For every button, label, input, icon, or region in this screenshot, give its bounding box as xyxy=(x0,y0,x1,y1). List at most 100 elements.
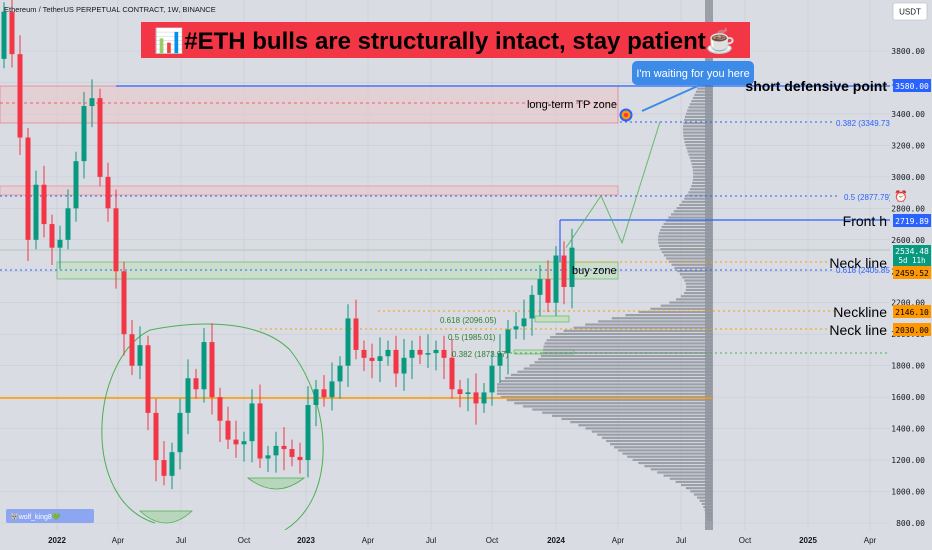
candle-body xyxy=(513,326,519,330)
volume-bar xyxy=(687,109,712,112)
volume-bar xyxy=(690,490,712,493)
volume-bar xyxy=(578,424,712,427)
volume-bar xyxy=(691,162,712,166)
candle-body xyxy=(313,389,319,405)
volume-bar xyxy=(611,317,712,320)
fib-0618-top-label: 0.618 (2405.85) xyxy=(836,266,893,275)
candle-body xyxy=(89,98,95,107)
volume-bar xyxy=(683,125,712,128)
volume-bar xyxy=(676,207,712,210)
volume-bar xyxy=(693,172,712,175)
neck-line-2-label: Neck line xyxy=(829,322,887,338)
short-point-label: short defensive point xyxy=(745,78,887,94)
symbol-title: Ethereum / TetherUS PERPETUAL CONTRACT, … xyxy=(4,5,216,14)
candle-body xyxy=(545,279,551,303)
volume-bar xyxy=(563,329,712,332)
volume-bar xyxy=(622,452,712,455)
candle-body xyxy=(97,98,103,177)
candle-body xyxy=(521,318,527,327)
resistance-zone-rect xyxy=(0,185,619,196)
volume-bar xyxy=(669,301,712,304)
candle-body xyxy=(337,365,343,382)
volume-bar xyxy=(663,254,712,257)
volume-bar xyxy=(685,288,712,292)
volume-bar xyxy=(658,241,712,244)
volume-bar xyxy=(551,414,712,417)
candle-body xyxy=(473,392,479,404)
neckline-label: Neckline xyxy=(833,304,887,320)
volume-bar xyxy=(683,134,712,137)
volume-bar xyxy=(671,263,712,266)
volume-bar xyxy=(685,144,712,147)
candle-body xyxy=(561,255,567,287)
time-axis[interactable] xyxy=(0,530,890,550)
x-tick-label: Jul xyxy=(676,536,686,545)
bell-icon[interactable]: ⏰ xyxy=(894,189,908,203)
candle-body xyxy=(441,349,447,358)
volume-bar xyxy=(543,348,712,351)
candle-body xyxy=(65,208,71,240)
candle-body xyxy=(489,365,495,393)
x-tick-label: Jul xyxy=(426,536,436,545)
volume-bar xyxy=(542,411,712,414)
tag-2146-text: 2146.10 xyxy=(895,308,929,317)
y-tick-label: 2600.00 xyxy=(891,236,925,245)
volume-bar xyxy=(598,320,712,323)
candle-body xyxy=(289,449,295,457)
buy-zone-label: buy zone xyxy=(572,265,617,277)
volume-bar xyxy=(601,436,712,439)
candle-body xyxy=(25,137,31,240)
volume-bar-poc xyxy=(705,0,713,530)
x-tick-label: Apr xyxy=(362,536,375,545)
candle-body xyxy=(73,161,79,209)
volume-bar xyxy=(684,279,712,282)
volume-bar xyxy=(676,298,712,301)
volume-bar xyxy=(692,178,712,181)
y-tick-label: 800.00 xyxy=(896,519,925,528)
volume-bar xyxy=(682,276,712,279)
candle-body xyxy=(305,405,311,461)
candle-body xyxy=(401,357,407,374)
candle-body xyxy=(233,439,239,445)
volume-bar xyxy=(610,443,712,446)
volume-bar xyxy=(522,405,712,408)
volume-bar xyxy=(660,229,712,232)
x-tick-label: Oct xyxy=(238,536,251,545)
x-tick-label: Apr xyxy=(612,536,625,545)
volume-bar xyxy=(692,181,712,185)
candle-body xyxy=(169,452,175,476)
candle-body xyxy=(217,397,223,421)
volume-bar xyxy=(632,458,712,461)
volume-bar xyxy=(618,449,712,452)
volume-bar xyxy=(504,376,712,380)
fib-05-top-label: 0.5 (2877.79) xyxy=(844,193,892,202)
currency-button[interactable] xyxy=(892,2,928,21)
candle-body xyxy=(433,349,439,354)
volume-bar xyxy=(681,200,712,203)
candle-body xyxy=(201,342,207,390)
volume-profile xyxy=(497,0,713,530)
candle-body xyxy=(257,403,263,459)
volume-bar xyxy=(688,153,712,156)
tag-2030 xyxy=(893,323,931,336)
candle-body xyxy=(569,247,575,287)
volume-bar xyxy=(627,455,712,458)
candle-body xyxy=(225,420,231,440)
candle-body xyxy=(377,356,383,361)
volume-bar xyxy=(684,291,712,295)
fib-0618-low-label: 0.618 (2096.05) xyxy=(440,316,497,325)
callout-pointer xyxy=(641,84,701,112)
tag-3580 xyxy=(893,79,931,92)
candle-body xyxy=(449,357,455,390)
volume-bar xyxy=(687,150,712,153)
volume-bar xyxy=(697,496,712,499)
bottom-bowl-1 xyxy=(138,510,194,524)
neck-line-1-label: Neck line xyxy=(829,255,887,271)
y-tick-label: 3400.00 xyxy=(891,110,925,119)
y-tick-label: 2800.00 xyxy=(891,204,925,213)
tag-2459 xyxy=(893,266,931,279)
volume-bar xyxy=(497,383,712,386)
volume-bar xyxy=(585,427,712,430)
